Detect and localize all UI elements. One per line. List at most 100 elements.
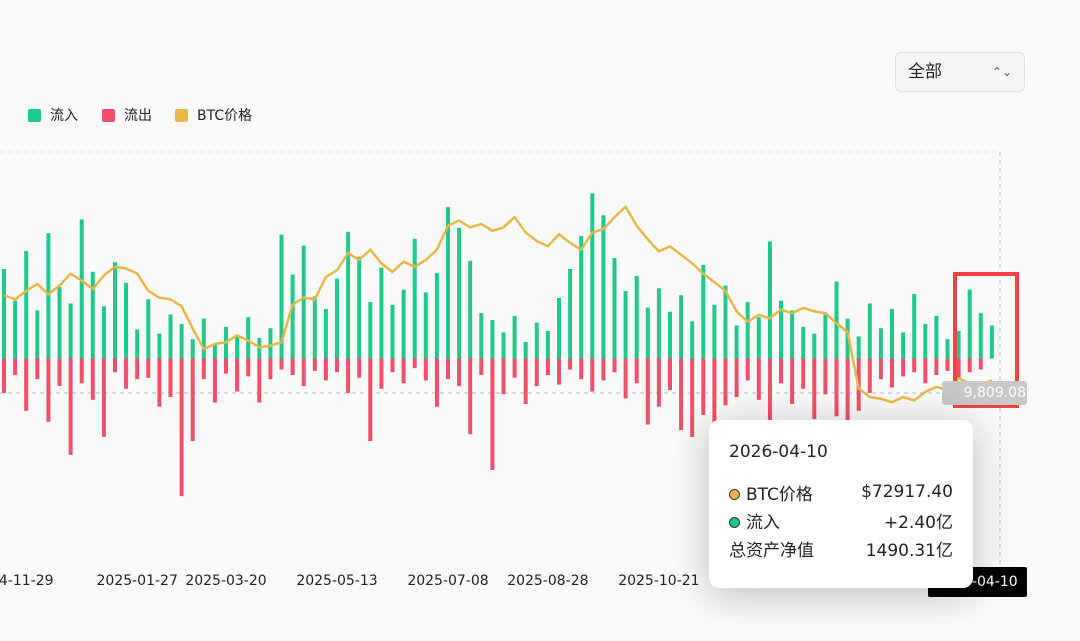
bar xyxy=(124,282,129,359)
bar xyxy=(113,358,117,373)
bar xyxy=(568,358,573,370)
bar xyxy=(712,304,717,359)
bar xyxy=(201,318,206,359)
bar xyxy=(13,358,18,376)
bar xyxy=(335,358,339,373)
bar xyxy=(612,258,617,359)
tooltip-row: BTC价格 $72917.40 xyxy=(729,478,953,506)
bar xyxy=(767,241,772,359)
bar xyxy=(745,358,750,381)
highlight-box xyxy=(953,272,1019,408)
bar xyxy=(701,264,706,359)
bar xyxy=(301,358,306,387)
bar xyxy=(745,302,750,359)
legend-swatch xyxy=(102,109,115,122)
bar xyxy=(557,297,561,359)
bar xyxy=(446,207,450,359)
legend-swatch xyxy=(28,109,41,122)
bar xyxy=(634,275,639,359)
bar xyxy=(312,296,317,359)
bar xyxy=(512,358,517,378)
bar xyxy=(645,307,650,359)
bar xyxy=(656,288,661,359)
bar xyxy=(723,358,728,406)
bar xyxy=(401,358,406,384)
bar xyxy=(57,358,62,387)
bar xyxy=(146,358,151,378)
bar xyxy=(956,358,961,380)
x-tick-label: 2025-07-08 xyxy=(407,573,488,589)
bar xyxy=(135,329,140,359)
bar xyxy=(268,358,273,380)
tooltip: 2026-04-10 BTC价格 $72917.40 流入 +2.40亿 总资产净值… xyxy=(709,420,973,588)
bar xyxy=(79,358,84,384)
legend-label: 流出 xyxy=(124,108,152,124)
bar xyxy=(468,260,473,359)
bar xyxy=(679,358,684,431)
bar xyxy=(590,358,595,392)
bar xyxy=(545,330,550,359)
bar xyxy=(434,358,439,407)
bar xyxy=(989,325,994,359)
bar xyxy=(90,271,95,359)
bar xyxy=(601,215,606,359)
bar xyxy=(656,358,661,407)
bar xyxy=(412,358,417,369)
bar xyxy=(534,322,539,359)
bar xyxy=(901,358,906,377)
bar xyxy=(490,319,495,359)
bar xyxy=(68,303,73,359)
bar xyxy=(523,341,528,359)
bar xyxy=(13,300,18,359)
bar xyxy=(257,358,262,403)
bar xyxy=(368,358,373,442)
bar xyxy=(346,231,351,359)
tooltip-value: 1490.31亿 xyxy=(865,540,953,561)
bar xyxy=(2,358,6,393)
bar xyxy=(390,358,395,373)
bar xyxy=(68,358,73,455)
dot xyxy=(729,516,740,528)
bar xyxy=(501,332,506,359)
bar xyxy=(856,336,861,359)
bar xyxy=(479,313,484,359)
dropdown-value: 全部 xyxy=(908,62,942,82)
bar xyxy=(490,358,495,471)
bar xyxy=(801,358,806,389)
dropdown-arrow: ⌃⌄ xyxy=(991,65,1012,79)
legend-label: BTC价格 xyxy=(197,108,252,124)
bar xyxy=(457,358,462,387)
bar xyxy=(412,238,417,359)
bar xyxy=(457,227,462,359)
bar xyxy=(690,321,695,359)
bar xyxy=(579,235,584,359)
bar xyxy=(390,304,395,359)
bar xyxy=(934,358,939,376)
bar xyxy=(146,299,151,359)
bar xyxy=(623,358,628,399)
bar xyxy=(279,234,284,359)
range-dropdown[interactable]: 全部 ⌃⌄ xyxy=(895,52,1025,92)
bar xyxy=(945,339,950,359)
bar xyxy=(723,285,728,359)
bar xyxy=(168,314,173,359)
bar xyxy=(834,281,839,359)
bar xyxy=(401,289,406,359)
bar xyxy=(101,358,106,437)
bar xyxy=(734,358,739,398)
bar xyxy=(634,358,639,384)
bar xyxy=(246,358,251,377)
bar xyxy=(545,358,550,376)
bar xyxy=(312,358,317,371)
bar xyxy=(812,333,817,359)
legend-swatch xyxy=(175,109,188,122)
bar xyxy=(35,310,40,359)
bar xyxy=(190,339,195,359)
bar xyxy=(379,358,384,389)
crosshair-label: 9,809.08 xyxy=(964,385,1026,401)
bar xyxy=(912,358,917,373)
bar xyxy=(46,233,51,359)
bar xyxy=(912,293,917,359)
